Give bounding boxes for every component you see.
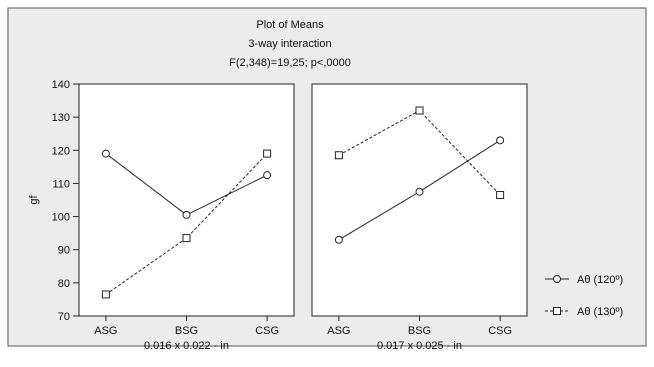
series-1-point [496, 136, 505, 145]
y-tick-label: 110 [52, 178, 70, 190]
y-tick-label: 90 [58, 245, 70, 257]
series-2-point [263, 149, 272, 158]
panel-1-xlabel: 0.016 x 0.022 - in [144, 340, 229, 352]
y-tick-label: 120 [52, 145, 70, 157]
legend-marker-circle [553, 275, 561, 283]
legend-label-1: Aθ (120º) [577, 274, 623, 286]
series-2-point [334, 151, 343, 160]
series-2-point [182, 234, 191, 243]
x-tick-label: CSG [255, 325, 279, 337]
y-axis-label: gf [28, 194, 40, 204]
chart-subtitle: 3-way interaction [248, 38, 331, 50]
plot-area: 70 80 90 100 110 120 130 140 ASG BSG CSG 0.016 x 0.… [52, 79, 528, 352]
y-tick-label: 100 [52, 212, 70, 224]
y-tick-label: 130 [52, 112, 70, 124]
series-1-point [415, 187, 424, 196]
legend-marker-square [553, 307, 561, 315]
x-tick-label: BSG [408, 325, 431, 337]
panel-1-frame [78, 83, 295, 317]
series-2-point [415, 106, 424, 115]
series-1-point [101, 149, 110, 158]
x-tick-label: ASG [94, 325, 117, 337]
chart-title: Plot of Means [256, 19, 324, 31]
x-tick-label: BSG [175, 325, 198, 337]
panel-2-xlabel: 0.017 x 0.025 - in [377, 340, 462, 352]
series-2-line [105, 153, 268, 295]
legend: Aθ (120º) Aθ (130º) [545, 274, 623, 318]
series-1-point [263, 171, 272, 180]
x-tick-label: ASG [327, 325, 350, 337]
series-2-point [496, 191, 505, 200]
y-tick-label: 140 [52, 79, 70, 91]
legend-label-2: Aθ (130º) [577, 306, 623, 318]
y-tick-label: 80 [58, 278, 70, 290]
series-2-point [101, 290, 110, 299]
chart-stat-line: F(2,348)=19,25; p<,0000 [229, 57, 351, 69]
series-1-point [182, 210, 191, 219]
x-tick-label: CSG [488, 325, 512, 337]
series-1-point [334, 235, 343, 244]
panel-2-frame [311, 83, 528, 317]
y-tick-label: 70 [58, 311, 70, 323]
